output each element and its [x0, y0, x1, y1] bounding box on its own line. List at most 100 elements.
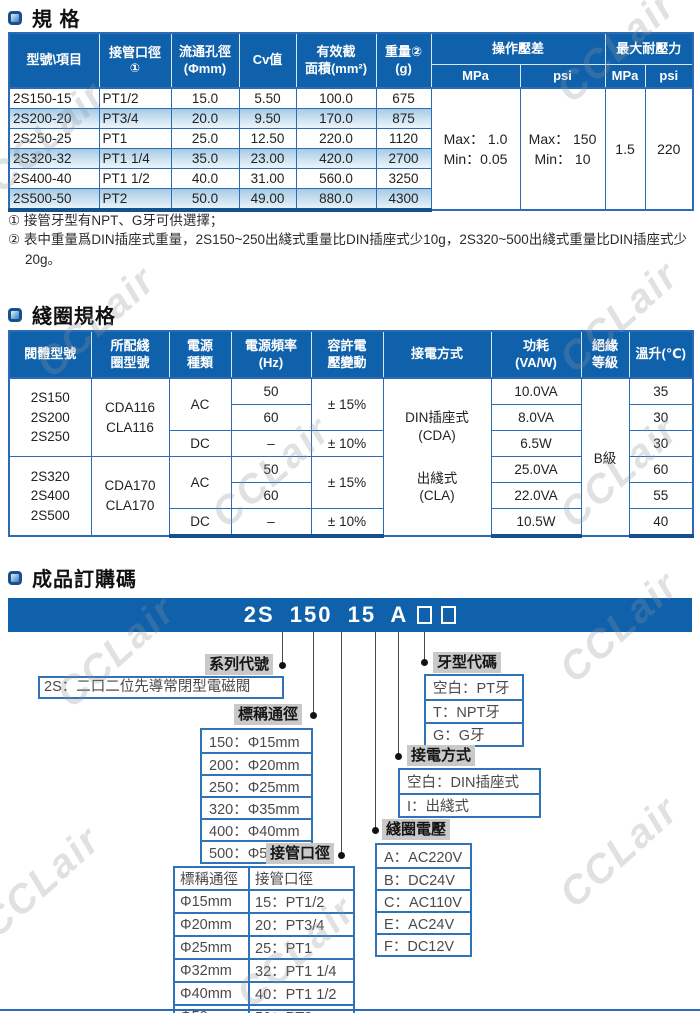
cell-pipe: PT1 1/2	[98, 168, 172, 189]
cell-area: 220.0	[295, 128, 377, 149]
col-header-max-pressure: 最大耐壓力	[604, 32, 694, 65]
section-bullet-icon	[8, 307, 22, 322]
cell-coil-models: CDA116 CLA116	[90, 377, 170, 457]
list-item: 150：Φ15mm	[209, 734, 300, 751]
cell-power-type: AC	[168, 456, 232, 509]
cell-model: 2S400-40	[8, 168, 100, 189]
cell-orifice: 50.0	[170, 188, 240, 212]
cell-temp: 40	[628, 508, 694, 538]
list-item: 空白：PT牙	[433, 681, 510, 697]
cell-weight: 875	[375, 108, 432, 129]
list-item: F：DC12V	[377, 933, 470, 955]
cell-frequency: 50	[230, 456, 312, 483]
cell-orifice: 40.0	[170, 168, 240, 189]
thread-code-list: 空白：PT牙 T：NPT牙 G：G牙	[424, 674, 524, 747]
connector-dot	[395, 753, 402, 760]
connector-dot	[310, 712, 317, 719]
table-row: Φ32mm 32：PT1 1/4	[173, 958, 355, 983]
connection-type-label: 接電方式	[407, 745, 476, 766]
cell-cv: 23.00	[238, 148, 297, 169]
connector-dot	[279, 662, 286, 669]
table-row: 2S150-15 PT1/2 15.0 5.50 100.0 675 Max： …	[8, 87, 694, 211]
cell-valve-models: 2S150 2S200 2S250	[8, 377, 92, 457]
cell-frequency: 60	[230, 482, 312, 509]
cell-model: 2S320-32	[8, 148, 100, 169]
list-item: B：DC24V	[377, 867, 470, 889]
col-header-op-psi: psi	[519, 63, 606, 89]
col-header-valve-model: 閥體型號	[8, 330, 92, 379]
connector-line	[398, 632, 399, 755]
table-row: DC – ± 10% 10.5W 40	[9, 508, 694, 538]
cell-model: 2S500-50	[8, 188, 100, 212]
list-item: 200：Φ20mm	[202, 752, 311, 774]
cell-model: 2S150-15	[8, 87, 100, 109]
table-row: 2S200-20 PT3/4 20.0 9.50 170.0 875	[8, 108, 694, 129]
connector-line	[424, 632, 425, 661]
list-item: C：AC110V	[377, 889, 470, 911]
cell-weight: 2700	[375, 148, 432, 169]
ordering-code-text: 2S 150 15 A	[243, 602, 409, 627]
cell-orifice: 25.0	[170, 128, 240, 149]
list-item: G：G牙	[426, 722, 522, 745]
ordering-code-banner: 2S 150 15 A	[8, 598, 692, 632]
col-header-power-consumption: 功耗 (VA/W)	[490, 330, 582, 379]
list-item: 250：Φ25mm	[202, 774, 311, 796]
col-header-coil-model: 所配綫 圈型號	[90, 330, 170, 379]
spec-section-title: 規 格	[8, 3, 81, 32]
cell-pipe: PT3/4	[98, 108, 172, 129]
cell-weight: 4300	[375, 188, 432, 212]
cell-temp: 35	[628, 377, 694, 405]
cell-frequency: –	[230, 430, 312, 457]
watermark: CCLair	[551, 787, 688, 917]
cell-watt: 25.0VA	[490, 456, 582, 483]
cell-frequency: –	[230, 508, 312, 538]
cell-frequency: 60	[230, 404, 312, 431]
cell-temp: 30	[628, 404, 694, 431]
cell-area: 880.0	[295, 188, 377, 212]
cell-power-type: DC	[168, 430, 232, 457]
table-row: 60 22.0VA 55	[9, 482, 694, 509]
table-row: 60 8.0VA 30	[9, 404, 694, 431]
cell-max-mpa: 1.5	[604, 87, 646, 211]
connector-dot	[421, 659, 428, 666]
cell-power-type: DC	[168, 508, 232, 538]
col-header-frequency: 電源頻率 (Hz)	[230, 330, 312, 379]
cell-cv: 12.50	[238, 128, 297, 149]
section-title-text: 綫圈規格	[32, 306, 116, 328]
list-item: E：AC24V	[377, 911, 470, 933]
cell-connection: DIN插座式 (CDA) 出綫式 (CLA)	[382, 377, 492, 537]
cell-voltage-variation: ± 15%	[310, 456, 384, 509]
col-header-max-mpa: MPa	[604, 63, 646, 89]
connector-line	[282, 632, 283, 664]
col-header-temp-rise: 溫升(℃)	[628, 330, 694, 379]
connector-line	[341, 632, 342, 854]
table-row: 2S500-50 PT2 50.0 49.00 880.0 4300	[8, 188, 694, 212]
table-row: DC – ± 10% 6.5W 30	[9, 430, 694, 457]
cell-model: 2S200-20	[8, 108, 100, 129]
section-bullet-icon	[8, 570, 22, 585]
connection-type-list: 空白：DIN插座式 I：出綫式	[398, 768, 541, 818]
table-row: 2S150 2S200 2S250 CDA116 CLA116 AC 50 ± …	[8, 377, 694, 537]
cell-orifice: 35.0	[170, 148, 240, 169]
pipe-size-label: 接管口徑	[266, 843, 335, 864]
pipe-size-table: 標稱通徑 接管口徑 Φ15mm 15：PT1/2 Φ20mm 20：PT3/4 …	[173, 866, 355, 1013]
cell-pipe: PT1 1/4	[98, 148, 172, 169]
cell-voltage-variation: ± 10%	[310, 508, 384, 538]
watermark: CCLair	[0, 817, 110, 947]
page-footer-rule	[0, 1009, 700, 1011]
coil-voltage-label: 綫圈電壓	[382, 819, 451, 840]
series-code-box: 2S：二口二位先導常閉型電磁閥	[38, 676, 284, 699]
col-header-pipe: 接管口徑	[248, 866, 355, 891]
list-item: 空白：DIN插座式	[407, 775, 519, 791]
cell-voltage-variation: ± 10%	[310, 430, 384, 457]
coil-voltage-list: A：AC220V B：DC24V C：AC110V E：AC24V F：DC12…	[375, 843, 472, 957]
col-header-area: 有效截 面積(mm²)	[295, 32, 377, 89]
col-header-nominal: 標稱通徑	[173, 866, 250, 891]
cell-weight: 3250	[375, 168, 432, 189]
cell-area: 560.0	[295, 168, 377, 189]
table-row: 2S320 2S400 2S500 CDA170 CLA170 AC 50 ± …	[8, 456, 694, 537]
table-row: 2S400-40 PT1 1/2 40.0 31.00 560.0 3250	[8, 168, 693, 189]
cell-cv: 31.00	[238, 168, 297, 189]
cell-watt: 6.5W	[490, 430, 582, 457]
